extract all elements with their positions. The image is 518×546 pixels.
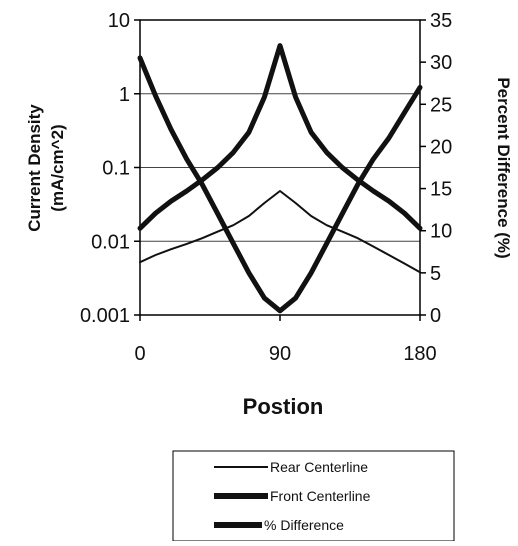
left-axis-title-line2: (mA/cm^2) xyxy=(48,124,67,211)
series-percent-difference xyxy=(137,55,423,314)
series-group xyxy=(137,43,423,314)
x-tick-label: 180 xyxy=(403,343,436,365)
legend-label-front: Front Centerline xyxy=(270,488,371,504)
right-tick-label: 10 xyxy=(430,221,452,243)
gridlines xyxy=(140,93,420,242)
right-axis-ticks: 35 30 25 20 15 10 5 0 xyxy=(420,10,452,327)
left-tick-label: 0.01 xyxy=(91,231,130,253)
right-tick-label: 30 xyxy=(430,52,452,74)
x-tick-label: 90 xyxy=(269,343,291,365)
legend-label-rear: Rear Centerline xyxy=(270,459,368,475)
left-tick-label: 1 xyxy=(119,84,130,106)
series-front-centerline xyxy=(137,43,423,231)
left-axis-ticks: 10 1 0.1 0.01 0.001 xyxy=(80,10,140,327)
x-axis-title: Postion xyxy=(243,394,324,419)
right-tick-label: 20 xyxy=(430,136,452,158)
legend: Rear Centerline Front Centerline % Diffe… xyxy=(172,450,455,542)
x-axis-ticks: 0 90 180 xyxy=(134,315,437,365)
left-tick-label: 0.001 xyxy=(80,305,130,327)
right-tick-label: 25 xyxy=(430,94,452,116)
right-axis-title: Percent Difference (%) xyxy=(494,77,513,258)
left-tick-label: 0.1 xyxy=(102,158,130,180)
left-tick-label: 10 xyxy=(108,10,130,32)
series-rear-centerline xyxy=(139,190,421,274)
right-tick-label: 5 xyxy=(430,263,441,285)
right-tick-label: 15 xyxy=(430,179,452,201)
legend-label-difference: % Difference xyxy=(264,517,344,533)
left-axis-title-line1: Current Density xyxy=(25,104,44,232)
right-tick-label: 35 xyxy=(430,10,452,32)
right-tick-label: 0 xyxy=(430,305,441,327)
x-tick-label: 0 xyxy=(134,343,145,365)
